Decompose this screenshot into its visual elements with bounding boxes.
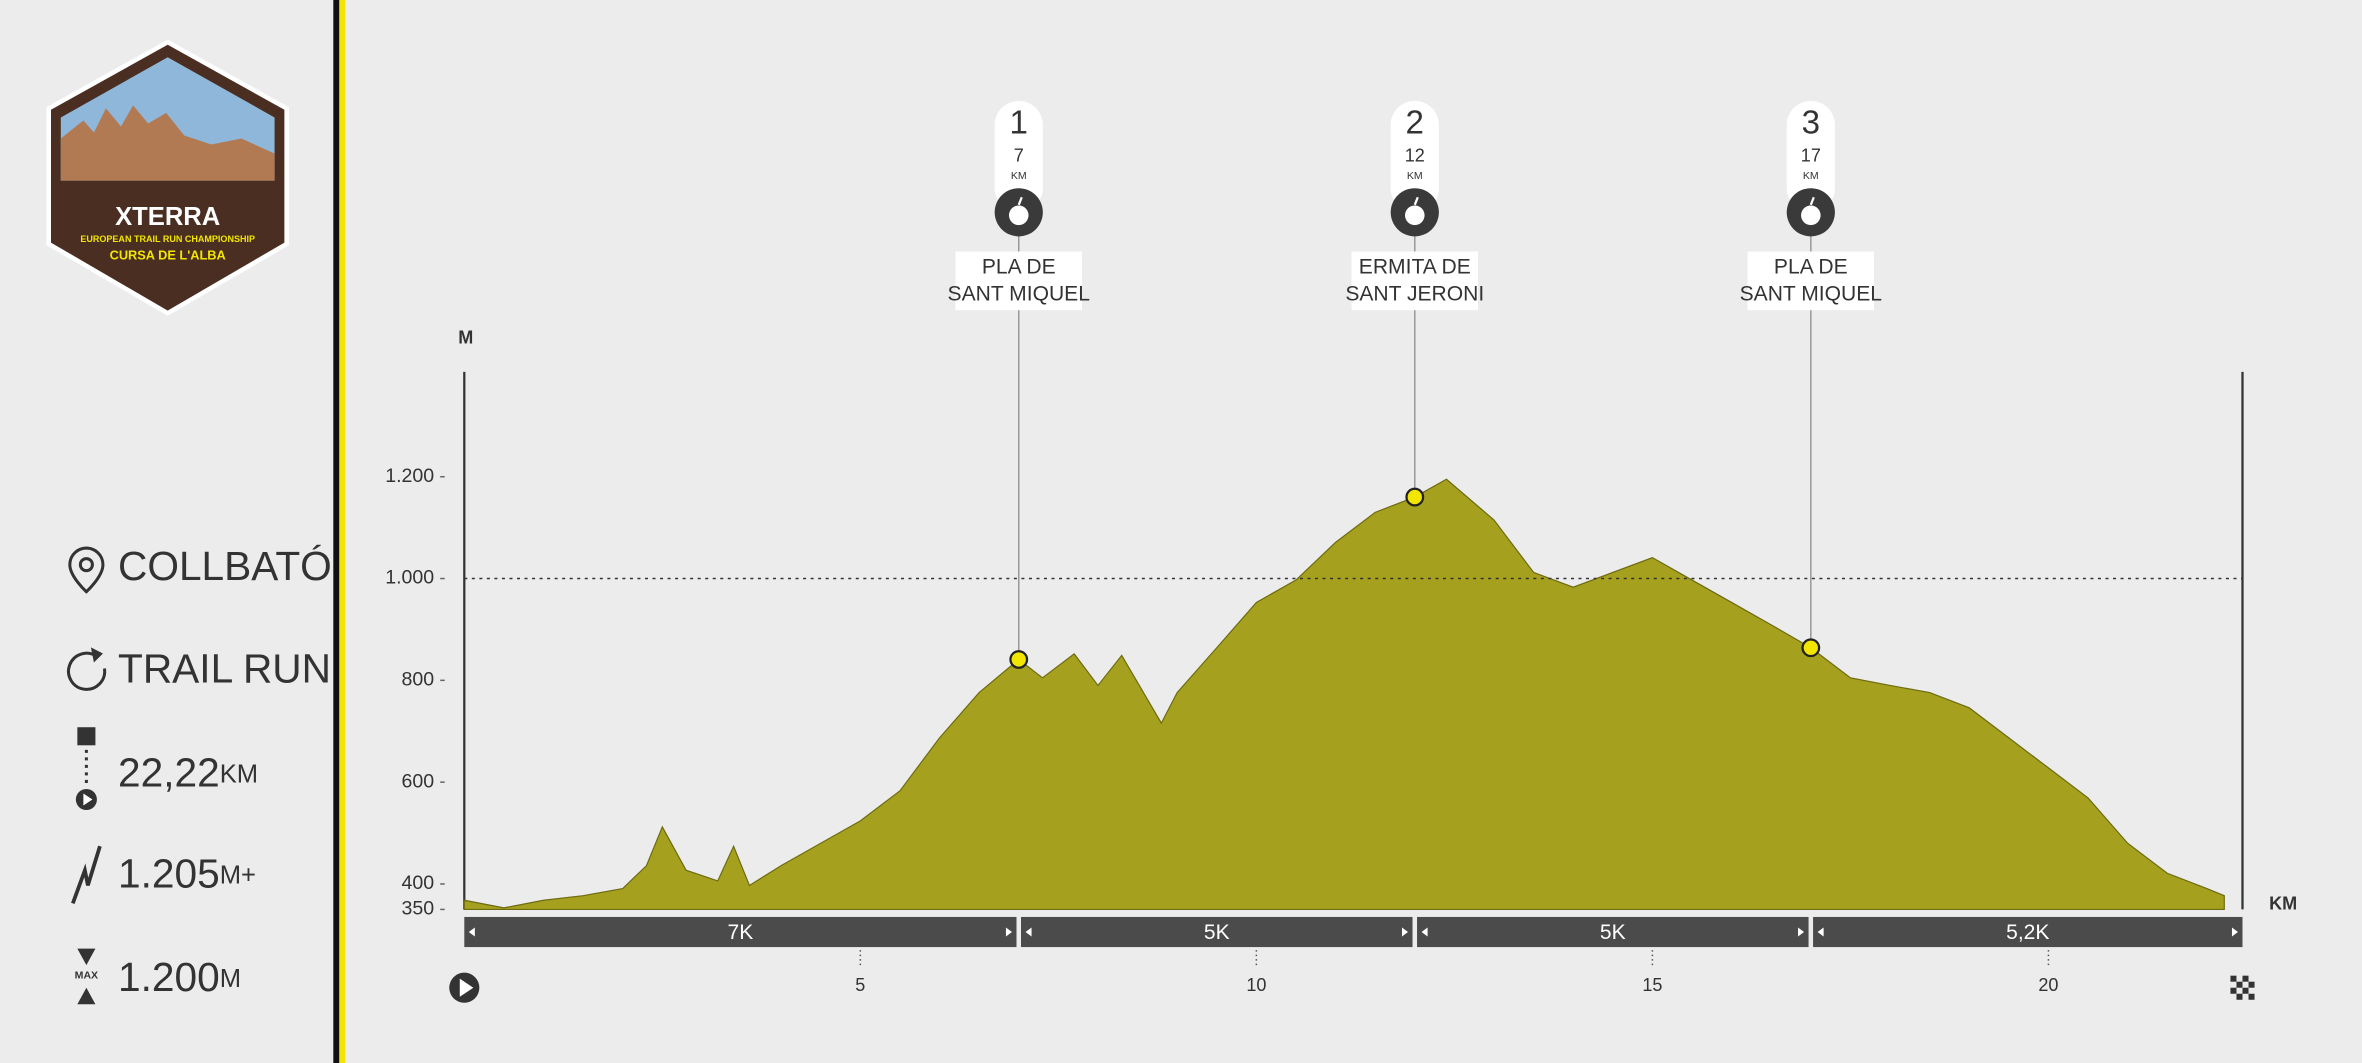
station-unit: KM xyxy=(1803,170,1819,182)
distance-value: 22,22KM xyxy=(118,749,258,795)
distance-unit: KM xyxy=(220,760,258,788)
segment-bar xyxy=(464,916,1017,948)
segment-arrow xyxy=(1421,927,1428,937)
aid-icon xyxy=(1801,205,1821,226)
station-km: 12 xyxy=(1405,145,1425,165)
elevation-area xyxy=(463,478,2225,911)
logo-subtitle: EUROPEAN TRAIL RUN CHAMPIONSHIP xyxy=(80,234,255,244)
aid-icon xyxy=(1413,196,1419,206)
logo: XTERRA EUROPEAN TRAIL RUN CHAMPIONSHIP C… xyxy=(46,39,289,316)
divider xyxy=(339,0,346,1063)
segment-bar xyxy=(1813,916,2243,948)
station-name: PLA DE xyxy=(982,256,1056,279)
y-axis-label: M xyxy=(458,328,473,348)
location: COLLBATÓ xyxy=(118,543,332,589)
gain-value: 1.205 xyxy=(118,850,220,896)
segment-arrow xyxy=(468,927,475,937)
aid-icon xyxy=(1017,196,1023,206)
discipline-icon xyxy=(90,647,103,663)
x-tick-label: 5 xyxy=(855,975,865,995)
station-label-box xyxy=(1747,251,1875,311)
x-tick-label: 15 xyxy=(1642,975,1662,995)
x-tick-label: 10 xyxy=(1246,975,1266,995)
divider xyxy=(333,0,340,1063)
logo-race: CURSA DE L'ALBA xyxy=(110,247,226,262)
max-value: 1.200 xyxy=(118,954,220,1000)
segment-label: 5,2K xyxy=(2006,921,2049,944)
station-unit: KM xyxy=(1407,170,1423,182)
station-label-box xyxy=(955,251,1082,311)
station-number: 3 xyxy=(1802,105,1820,142)
start-icon xyxy=(83,793,93,806)
station-pill xyxy=(1390,100,1439,213)
max-label: MAX xyxy=(75,969,98,981)
station-name: ERMITA DE xyxy=(1359,256,1471,279)
y-tick-label: 800 xyxy=(402,669,435,691)
segment-bar xyxy=(1417,916,1809,948)
aid-icon xyxy=(1809,196,1815,206)
station-marker xyxy=(1801,638,1821,658)
segment-arrow xyxy=(1817,927,1824,937)
station-km: 7 xyxy=(1014,145,1024,165)
station-marker xyxy=(1405,487,1425,507)
distance-value: 22,22 xyxy=(118,749,220,795)
station-number: 2 xyxy=(1406,105,1424,142)
station-label-box xyxy=(1351,251,1479,311)
station-name: SANT MIQUEL xyxy=(1740,283,1883,306)
station-name: SANT MIQUEL xyxy=(948,283,1091,306)
aid-icon xyxy=(1008,205,1029,226)
segment-arrow xyxy=(1401,927,1409,937)
segment-label: 5K xyxy=(1600,921,1626,944)
start-icon xyxy=(459,978,474,997)
y-tick-label: 350 xyxy=(402,898,435,920)
x-tick-label: 20 xyxy=(2038,975,2058,995)
gain-icon xyxy=(71,845,102,905)
max-value: 1.200M xyxy=(118,954,241,1000)
segment-arrow xyxy=(1798,927,1805,937)
station-marker xyxy=(1009,650,1029,669)
y-tick-label: 1.000 xyxy=(385,567,434,589)
station-name: PLA DE xyxy=(1774,256,1848,279)
max-unit: M xyxy=(220,965,241,993)
finish-icon xyxy=(77,727,96,746)
gain-unit: M+ xyxy=(220,861,256,889)
max-icon xyxy=(77,987,96,1005)
station-km: 17 xyxy=(1801,145,1821,165)
gain-value: 1.205M+ xyxy=(118,850,256,896)
discipline-icon xyxy=(67,651,107,691)
station-unit: KM xyxy=(1011,170,1027,182)
segment-arrow xyxy=(1005,927,1012,937)
segment-arrow xyxy=(1025,927,1032,937)
discipline: TRAIL RUN xyxy=(118,645,331,691)
y-tick-label: 400 xyxy=(402,872,435,894)
y-tick-label: 1.200 xyxy=(385,465,434,487)
station-name: SANT JERONI xyxy=(1345,283,1484,306)
x-axis-label: KM xyxy=(2269,894,2297,914)
max-icon xyxy=(77,948,96,966)
station-number: 1 xyxy=(1010,105,1028,142)
logo-title: XTERRA xyxy=(115,203,220,231)
location-icon xyxy=(68,546,105,594)
finish-icon xyxy=(2230,975,2255,1000)
station-pill xyxy=(1786,100,1835,213)
segment-bar xyxy=(1021,916,1413,948)
segment-label: 5K xyxy=(1204,921,1230,944)
station-pill xyxy=(994,100,1043,213)
segment-arrow xyxy=(2231,927,2238,937)
y-tick-label: 600 xyxy=(402,770,435,792)
aid-icon xyxy=(1404,205,1425,226)
segment-label: 7K xyxy=(728,921,754,944)
location-icon xyxy=(78,557,94,573)
